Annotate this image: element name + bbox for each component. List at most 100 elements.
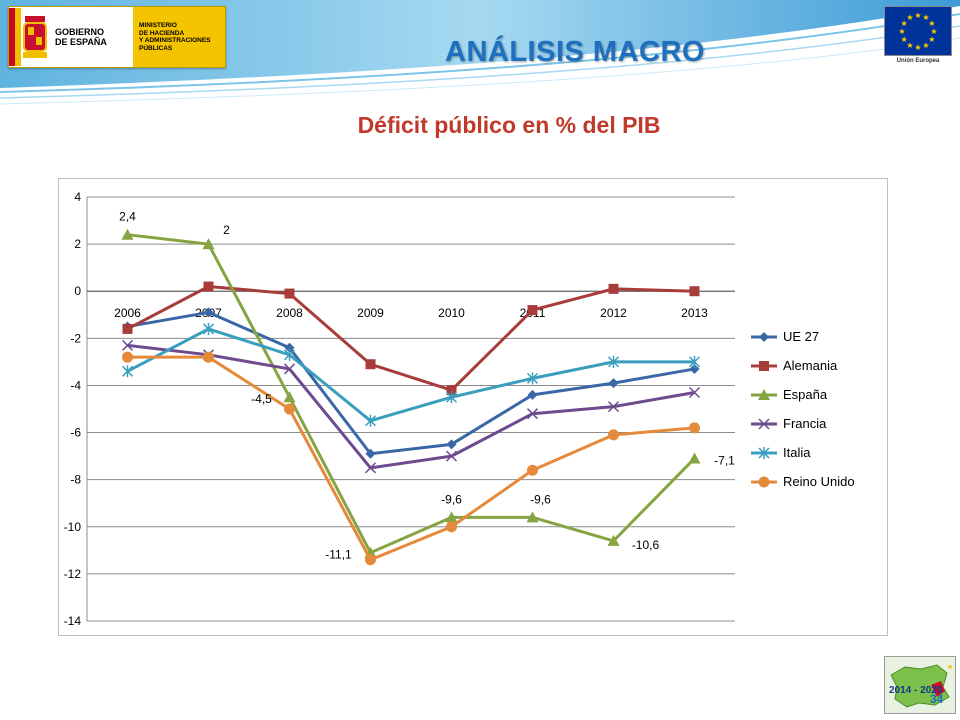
data-point: [283, 348, 296, 361]
programme-badge: ★ 2014 - 2020: [884, 656, 956, 714]
legend-label: Francia: [783, 416, 827, 431]
x-tick-label: 2008: [276, 306, 303, 320]
eu-star-icon: ★: [928, 35, 935, 44]
data-point: [121, 339, 134, 351]
series-reino-unido: [122, 351, 700, 566]
eu-star-icon: ★: [901, 19, 908, 28]
data-point: [202, 322, 215, 335]
eu-star-icon: ★: [930, 27, 937, 36]
y-tick-label: -8: [70, 473, 81, 487]
chart-subtitle: Déficit público en % del PIB: [357, 112, 661, 138]
data-label: 2: [223, 223, 230, 237]
y-tick-label: -6: [70, 426, 81, 440]
eu-star-icon: ★: [914, 43, 921, 52]
legend-label: Reino Unido: [783, 474, 855, 489]
header-swoosh: [0, 0, 960, 105]
chart-frame: 420-2-4-6-8-10-12-1420062007200820092010…: [58, 178, 888, 636]
x-tick-label: 2010: [438, 306, 465, 320]
data-point: [445, 511, 458, 523]
data-point: [122, 351, 133, 363]
ministerio-label: MINISTERIO DE HACIENDA Y ADMINISTRACIONE…: [139, 22, 211, 52]
series-españa: [121, 228, 701, 558]
eu-caption: Unión Europea: [896, 58, 940, 64]
data-point: [607, 355, 620, 368]
data-label: -9,6: [530, 492, 551, 506]
data-point: [121, 228, 134, 240]
data-label: -9,6: [441, 492, 462, 506]
y-tick-label: -12: [64, 567, 82, 581]
x-tick-label: 2006: [114, 306, 141, 320]
eu-star-icon: ★: [906, 41, 913, 50]
y-tick-label: -4: [70, 378, 81, 392]
data-point: [608, 378, 619, 389]
data-point: [689, 422, 700, 434]
coat-of-arms-icon: [9, 8, 47, 66]
data-point: [284, 288, 295, 299]
series-line: [127, 355, 695, 562]
data-point: [526, 511, 539, 523]
data-point: [365, 359, 376, 370]
gobierno-logo: GOBIERNO DE ESPAÑA MINISTERIO DE HACIEND…: [8, 6, 226, 68]
data-point: [283, 363, 296, 375]
series-francia: [121, 339, 701, 474]
y-tick-label: 0: [74, 284, 81, 298]
x-tick-label: 2009: [357, 306, 384, 320]
map-icon: ★: [890, 663, 953, 708]
data-point: [689, 363, 700, 374]
badge-label: 2014 - 2020: [889, 685, 943, 696]
data-point: [202, 238, 215, 250]
data-point: [203, 307, 214, 318]
series-line: [126, 327, 695, 423]
series-line: [127, 343, 695, 470]
line-chart: 420-2-4-6-8-10-12-1420062007200820092010…: [64, 190, 855, 628]
gobierno-label: GOBIERNO DE ESPAÑA: [55, 27, 107, 47]
data-point: [122, 323, 133, 334]
data-point: [526, 372, 539, 385]
x-tick-label: 2012: [600, 306, 627, 320]
data-point: [758, 389, 770, 400]
data-label: -10,6: [632, 538, 660, 552]
data-point: [203, 281, 214, 292]
data-point: [121, 365, 134, 378]
data-point: [365, 554, 376, 566]
data-point: [689, 286, 700, 297]
data-point: [446, 385, 457, 396]
data-point: [446, 521, 457, 533]
data-point: [527, 464, 538, 476]
data-point: [445, 450, 458, 462]
x-tick-label: 2013: [681, 306, 708, 320]
data-point: [445, 391, 458, 404]
legend: UE 27 Alemania España Francia Italia Reino Un…: [751, 329, 855, 489]
data-point: [364, 414, 377, 427]
eu-star-icon: ★: [898, 27, 905, 36]
page-title: ANÁLISIS MACRO: [445, 36, 705, 68]
data-point: [759, 332, 769, 342]
y-tick-label: -14: [64, 614, 82, 628]
series-line: [127, 233, 696, 555]
data-point: [758, 418, 770, 430]
data-point: [364, 462, 377, 474]
legend-label: Alemania: [783, 358, 838, 373]
data-point: [446, 439, 457, 450]
data-point: [203, 351, 214, 363]
data-point: [688, 452, 701, 464]
eu-flag-icon: ★ ★ ★ ★ ★ ★ ★ ★ ★ ★ ★ ★: [884, 6, 952, 56]
data-point: [283, 391, 296, 403]
page-number: 34: [930, 692, 944, 706]
y-tick-label: -2: [70, 331, 81, 345]
data-point: [688, 355, 701, 368]
data-point: [284, 342, 295, 353]
data-point: [759, 361, 769, 371]
legend-label: UE 27: [783, 329, 819, 344]
data-point: [527, 305, 538, 316]
legend-label: España: [783, 387, 828, 402]
eu-star-icon: ★: [914, 11, 921, 20]
eu-logo: ★ ★ ★ ★ ★ ★ ★ ★ ★ ★ ★ ★ Unión Europea: [882, 6, 954, 68]
y-tick-label: -10: [64, 520, 82, 534]
eu-star-icon: ★: [906, 13, 913, 22]
data-point: [608, 429, 619, 441]
eu-star-icon: ★: [928, 19, 935, 28]
data-label: 2,4: [119, 210, 136, 224]
data-label: -4,5: [251, 392, 272, 406]
data-point: [365, 448, 376, 459]
